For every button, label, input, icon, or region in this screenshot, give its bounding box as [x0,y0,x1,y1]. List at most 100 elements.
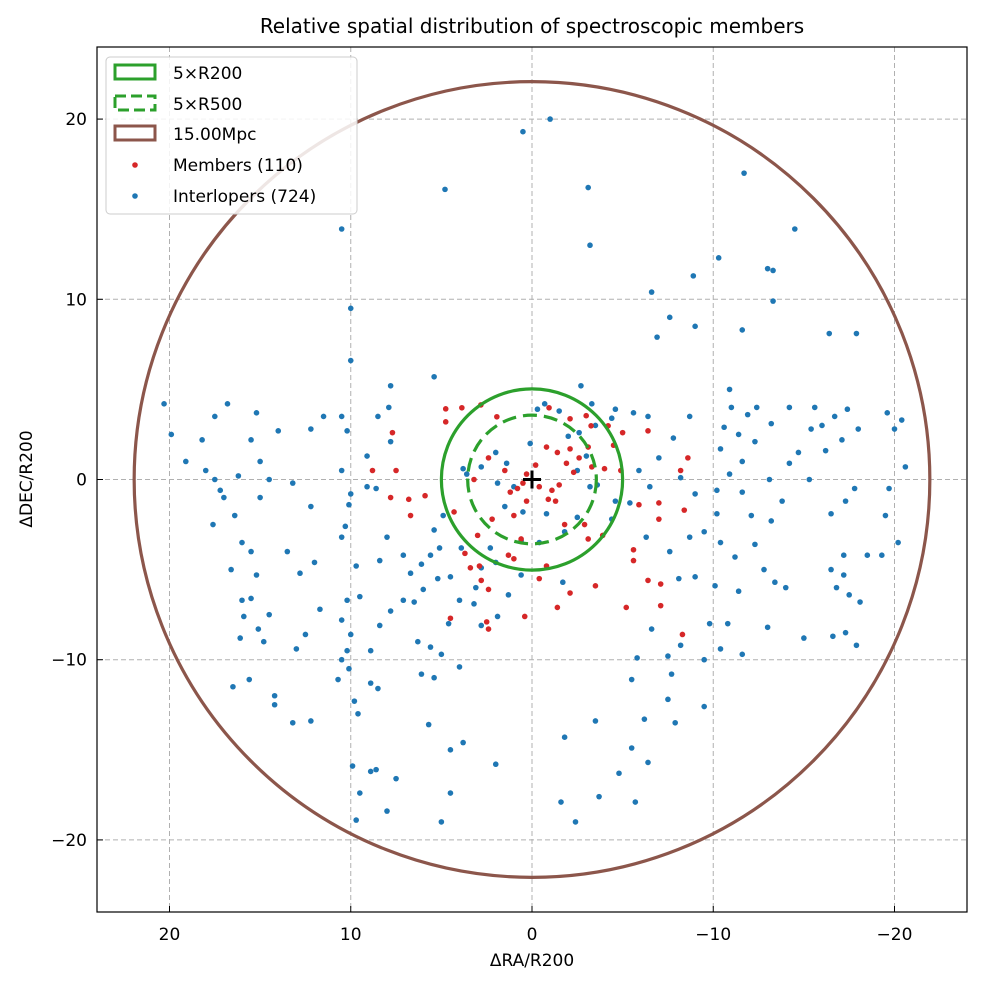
point-interlopers [320,413,327,420]
point-interlopers [726,386,733,393]
chart-title: Relative spatial distribution of spectro… [260,14,804,38]
point-interlopers [891,426,898,432]
point-members [679,631,686,638]
point-interlopers [692,574,698,580]
point-interlopers [376,622,383,629]
point-interlopers [239,597,245,604]
point-interlopers [297,570,303,577]
point-interlopers [257,458,263,465]
point-interlopers [628,676,635,683]
point-interlopers [592,422,599,429]
legend-label-members: Members (110) [173,156,303,176]
point-interlopers [202,467,209,474]
point-interlopers [471,601,477,607]
point-interlopers [543,510,550,517]
point-members [521,613,528,620]
point-interlopers [801,635,807,641]
point-interlopers [311,559,318,566]
point-members [520,480,526,486]
point-members [576,455,582,461]
point-interlopers [317,606,323,613]
point-members [483,619,490,625]
point-interlopers [494,613,501,620]
point-interlopers [364,483,370,490]
legend-marker-members [132,162,138,168]
circle-15mpc [132,80,932,879]
point-interlopers [828,510,834,517]
point-interlopers [338,413,345,420]
point-members [536,575,543,582]
point-interlopers [714,510,720,517]
point-interlopers [701,656,707,663]
point-interlopers [879,552,885,558]
point-interlopers [338,467,345,474]
point-members [523,498,530,504]
point-interlopers [478,464,485,470]
point-interlopers [400,552,407,558]
point-members [485,586,492,593]
point-members [471,476,477,483]
legend-swatch-5r200 [113,63,157,81]
point-interlopers [715,255,722,261]
point-interlopers [427,644,434,650]
point-members [601,465,608,472]
point-interlopers [367,647,374,654]
point-interlopers [739,458,746,465]
point-interlopers [641,716,648,722]
point-members [532,462,539,468]
point-interlopers [308,426,314,432]
x-tick-label: 0 [527,925,538,945]
point-interlopers [882,512,889,519]
point-interlopers [434,575,441,582]
legend-label-interlopers: Interlopers (724) [173,187,316,207]
point-members [552,498,559,504]
point-interlopers [724,620,731,627]
point-interlopers [271,701,278,708]
point-interlopers [415,638,421,645]
point-interlopers [255,626,262,632]
point-members [474,532,481,539]
legend-swatch-15mpc [113,124,157,142]
point-interlopers [456,664,463,670]
point-interlopers [752,438,758,445]
point-interlopers [344,597,350,604]
point-interlopers [645,413,651,420]
point-interlopers [375,685,381,692]
point-interlopers [721,424,727,431]
point-members [442,419,449,425]
point-members [583,412,589,419]
point-interlopers [808,426,814,432]
point-interlopers [237,635,243,641]
point-interlopers [634,655,640,661]
point-interlopers [347,491,354,497]
point-interlopers [534,406,541,413]
point-members [476,563,483,569]
point-interlopers [217,487,224,494]
point-interlopers [527,440,533,447]
point-interlopers [353,563,359,569]
point-interlopers [739,327,746,333]
point-interlopers [384,534,390,540]
point-interlopers [440,512,446,519]
point-members [592,583,599,589]
point-interlopers [342,523,349,530]
point-interlopers [648,289,655,295]
point-interlopers [592,718,599,724]
point-interlopers [257,494,263,501]
point-interlopers [487,545,494,551]
point-interlopers [764,624,771,631]
point-interlopers [772,579,778,586]
point-members [389,429,396,436]
point-members [685,455,691,461]
point-interlopers [289,719,296,726]
point-interlopers [458,545,465,551]
point-interlopers [442,186,448,193]
point-members [447,615,454,622]
point-interlopers [335,676,341,683]
point-interlopers [505,592,512,598]
point-interlopers [266,611,272,618]
point-interlopers [668,671,675,677]
circle-5r500 [466,413,598,546]
point-interlopers [447,574,454,580]
